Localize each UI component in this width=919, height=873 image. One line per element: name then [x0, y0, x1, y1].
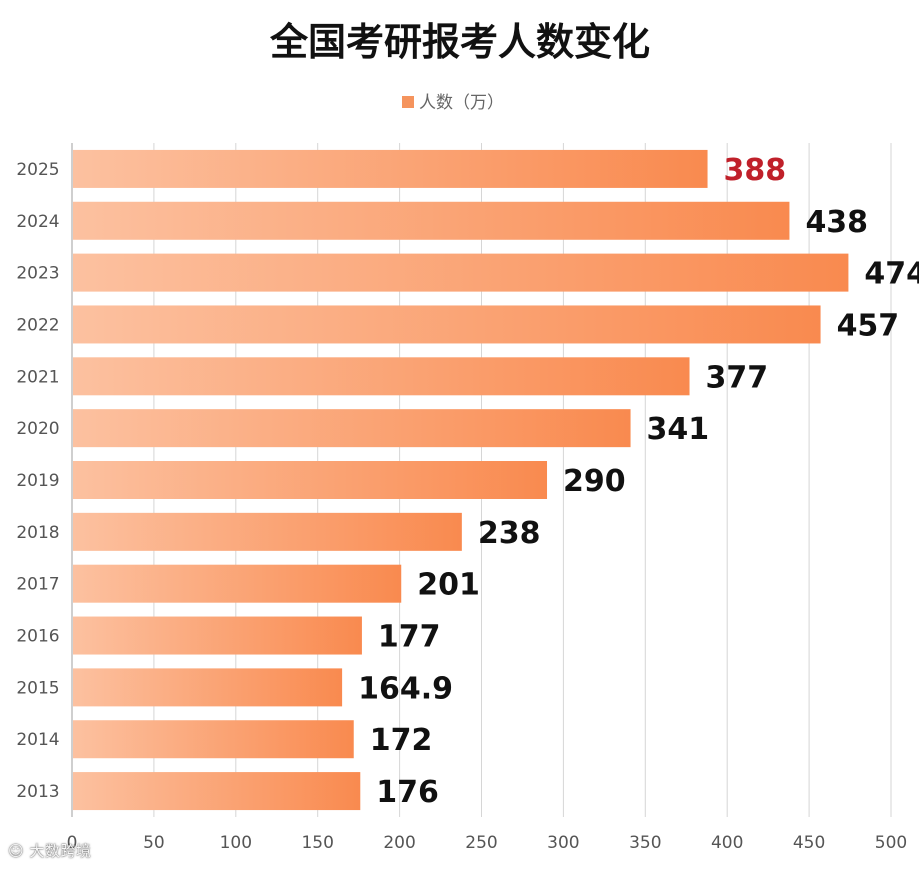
y-tick-label: 2018 — [16, 523, 59, 543]
bar — [73, 201, 790, 240]
bar — [73, 720, 354, 759]
data-label: 177 — [378, 620, 441, 655]
bars — [73, 149, 849, 811]
data-labels: 388 438 474 457 377 341 290 238 201 177 164.9 172 17… — [358, 153, 919, 810]
bar — [73, 564, 402, 603]
bar — [73, 616, 362, 655]
y-tick-label: 2023 — [16, 264, 59, 284]
x-tick-label: 350 — [629, 833, 661, 853]
data-label: 377 — [706, 360, 769, 395]
bar — [73, 305, 821, 344]
data-label: 474 — [864, 257, 919, 292]
data-label: 238 — [478, 516, 541, 551]
x-axis-ticks: 0 50 100 150 200 250 300 350 400 450 500 — [67, 833, 908, 853]
bar — [73, 149, 708, 188]
data-label: 290 — [563, 464, 626, 499]
watermark-text: 大数跨境 — [29, 842, 92, 860]
bar — [73, 461, 548, 499]
bar — [73, 772, 361, 811]
y-axis-categories: 2025 2024 2023 2022 2021 2020 2019 2018 2017 2016… — [16, 160, 59, 802]
data-label: 388 — [724, 153, 787, 188]
legend-label: 人数（万） — [419, 93, 504, 113]
y-tick-label: 2014 — [16, 730, 59, 750]
data-label: 201 — [417, 568, 480, 603]
y-tick-label: 2021 — [16, 367, 59, 387]
y-tick-label: 2020 — [16, 419, 59, 439]
data-label: 176 — [376, 775, 439, 810]
bar — [73, 668, 343, 707]
y-tick-label: 2022 — [16, 315, 59, 335]
x-tick-label: 0 — [67, 833, 78, 853]
bar — [73, 253, 849, 292]
x-tick-label: 50 — [143, 833, 165, 853]
x-tick-label: 400 — [711, 833, 743, 853]
legend: 人数（万） — [402, 93, 504, 113]
y-tick-label: 2019 — [16, 471, 59, 491]
bar — [73, 512, 462, 551]
x-tick-label: 100 — [220, 833, 252, 853]
data-label: 172 — [370, 723, 433, 758]
bar — [73, 409, 631, 448]
y-tick-label: 2016 — [16, 627, 59, 647]
watermark: ☺ 大数跨境 — [8, 840, 91, 861]
bar — [73, 357, 690, 396]
legend-swatch — [402, 96, 414, 108]
data-label: 438 — [805, 205, 868, 240]
x-tick-label: 300 — [547, 833, 579, 853]
chart-title: 全国考研报考人数变化 — [269, 20, 650, 64]
x-tick-label: 200 — [383, 833, 415, 853]
y-tick-label: 2013 — [16, 782, 59, 802]
x-tick-label: 450 — [793, 833, 825, 853]
y-tick-label: 2024 — [16, 212, 59, 232]
watermark-logo-icon: ☺ — [8, 842, 30, 860]
y-tick-label: 2015 — [16, 678, 59, 698]
data-label: 341 — [647, 412, 710, 447]
data-label: 457 — [837, 308, 900, 343]
x-tick-label: 250 — [465, 833, 497, 853]
x-tick-label: 500 — [875, 833, 907, 853]
x-tick-label: 150 — [301, 833, 333, 853]
y-tick-label: 2017 — [16, 575, 59, 595]
y-tick-label: 2025 — [16, 160, 59, 180]
data-label: 164.9 — [358, 671, 453, 706]
